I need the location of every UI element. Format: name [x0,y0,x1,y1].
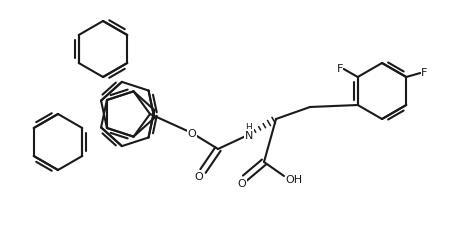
Text: F: F [337,64,343,74]
Text: O: O [188,128,197,138]
Text: O: O [238,178,247,188]
Text: OH: OH [285,174,303,184]
Text: O: O [195,171,203,181]
Text: H: H [245,122,251,131]
Text: F: F [421,68,427,78]
Text: N: N [245,131,253,140]
